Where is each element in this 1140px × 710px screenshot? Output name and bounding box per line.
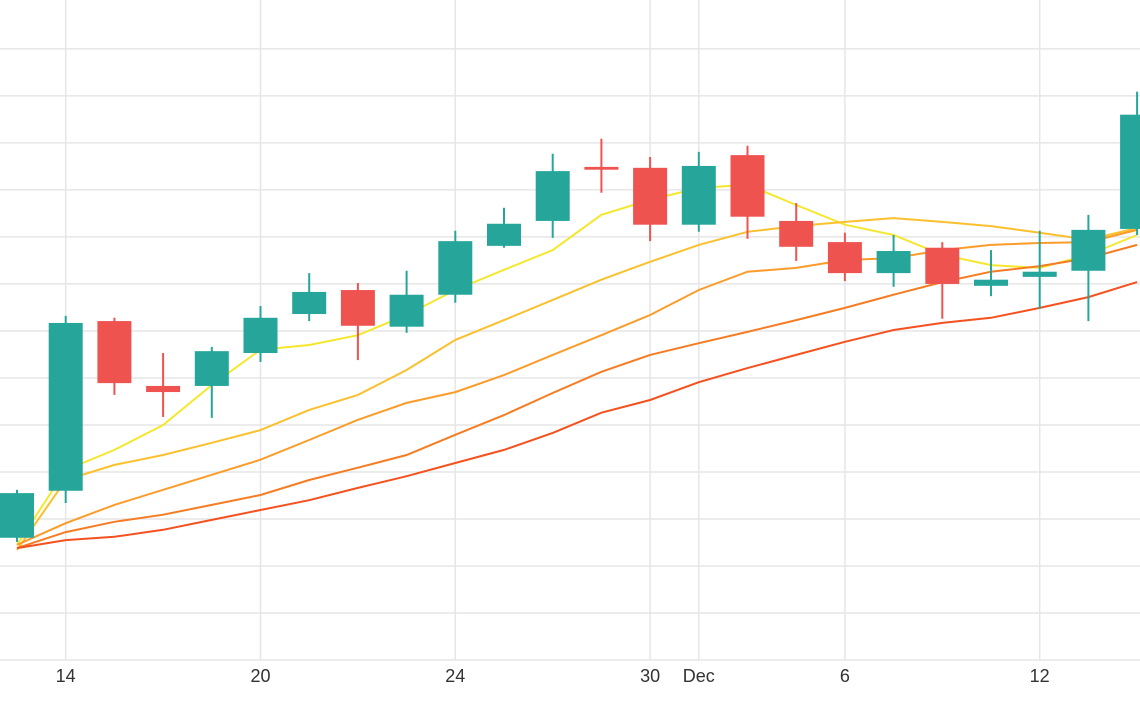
candle-body	[535, 171, 570, 221]
moving-average-line	[16, 217, 1138, 551]
candle-body	[633, 167, 668, 225]
x-tick-label: 20	[250, 666, 270, 686]
candle-body	[48, 322, 83, 491]
x-tick-label: 6	[840, 666, 850, 686]
candle-body	[243, 317, 278, 354]
candle-body	[340, 290, 375, 326]
candle-body	[1022, 271, 1057, 277]
candle-body	[584, 166, 619, 170]
x-tick-label: 12	[1030, 666, 1050, 686]
candle-body	[1071, 229, 1106, 271]
x-tick-label: Dec	[683, 666, 715, 686]
x-tick-label: 14	[56, 666, 76, 686]
candle-body	[730, 155, 765, 217]
moving-average-line	[16, 281, 1138, 550]
candle-body	[876, 251, 911, 274]
candle-body	[97, 321, 132, 384]
candle-body	[0, 493, 34, 538]
candle-body	[389, 294, 424, 327]
candle-body	[146, 385, 181, 393]
candle-body	[681, 165, 716, 225]
candle-body	[487, 223, 521, 246]
x-tick-label: 30	[640, 666, 660, 686]
candle-body	[1120, 114, 1140, 229]
candle-body	[438, 241, 473, 295]
candle-body	[974, 279, 1008, 286]
candle-body	[827, 242, 862, 274]
moving-average-line	[16, 183, 1138, 546]
candle-body	[925, 247, 960, 284]
candle-body	[779, 220, 814, 247]
x-tick-label: 24	[445, 666, 465, 686]
candle-body	[194, 351, 229, 386]
candle-body	[292, 291, 327, 315]
